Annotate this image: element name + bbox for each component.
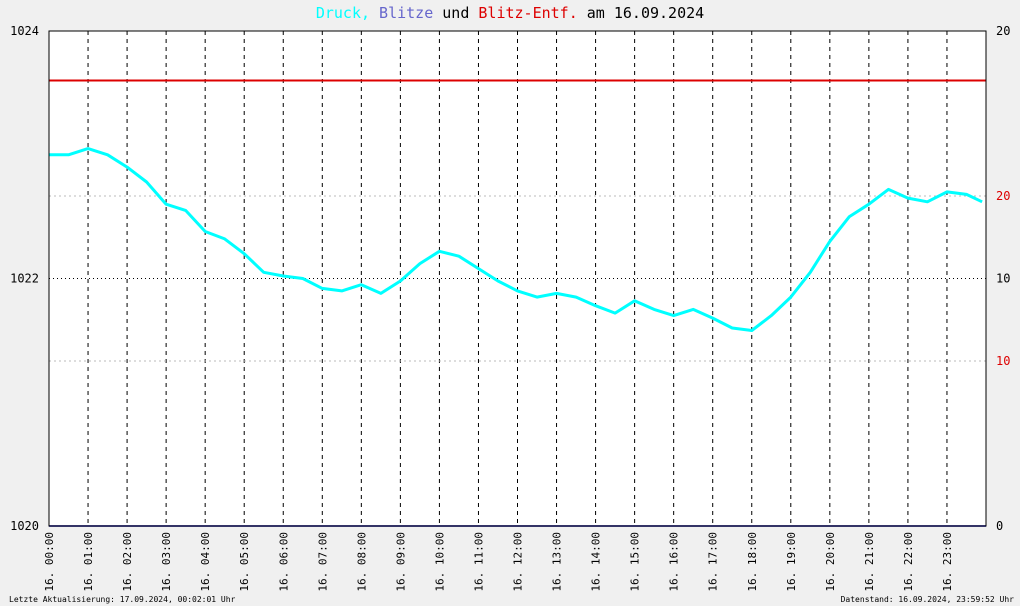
x-tick-label: 16. 01:00 — [82, 532, 95, 592]
x-tick-label: 16. 06:00 — [277, 532, 290, 592]
x-tick-label: 16. 07:00 — [316, 532, 329, 592]
y-left-tick-label: 1020 — [10, 519, 39, 533]
title-blitz-entf: Blitz-Entf. — [478, 4, 586, 22]
chart-title: Druck, Blitze und Blitz-Entf. am 16.09.2… — [316, 4, 704, 22]
x-tick-label: 16. 02:00 — [121, 532, 134, 592]
x-tick-label: 16. 20:00 — [824, 532, 837, 592]
title-blitze: Blitze — [379, 4, 442, 22]
grid-lines — [49, 31, 986, 526]
title-date: am 16.09.2024 — [587, 4, 704, 22]
x-tick-label: 16. 08:00 — [355, 532, 368, 592]
x-tick-label: 16. 12:00 — [512, 532, 525, 592]
series-line-druck — [49, 147, 983, 332]
x-tick-label: 16. 16:00 — [668, 532, 681, 592]
y-right-tick-label: 0 — [996, 519, 1003, 533]
x-tick-label: 16. 14:00 — [590, 532, 603, 592]
axis-labels: 1024 1022 1020 20 10 0 20 10 16. 00:00 16. 01:00 1… — [10, 24, 1010, 592]
x-tick-label: 16. 04:00 — [199, 532, 212, 592]
y-left-tick-label: 1024 — [10, 24, 39, 38]
x-tick-label: 16. 05:00 — [238, 532, 251, 592]
x-tick-label: 16. 10:00 — [433, 532, 446, 592]
plot-frame — [48, 30, 987, 527]
x-tick-label: 16. 21:00 — [863, 532, 876, 592]
x-tick-label: 16. 03:00 — [160, 532, 173, 592]
x-tick-label: 16. 23:00 — [941, 532, 954, 592]
x-tick-label: 16. 13:00 — [551, 532, 564, 592]
x-tick-label: 16. 22:00 — [902, 532, 915, 592]
x-tick-label: 16. 09:00 — [394, 532, 407, 592]
y-right-red-tick-label: 10 — [996, 354, 1010, 368]
y-right-tick-label: 20 — [996, 24, 1010, 38]
x-tick-label: 16. 17:00 — [707, 532, 720, 592]
x-tick-label: 16. 15:00 — [629, 532, 642, 592]
x-tick-label: 16. 18:00 — [746, 532, 759, 592]
x-tick-label: 16. 19:00 — [785, 532, 798, 592]
y-right-tick-label: 10 — [996, 272, 1010, 286]
x-tick-label: 16. 00:00 — [43, 532, 56, 592]
y-left-tick-label: 1022 — [10, 272, 39, 286]
x-tick-label: 16. 11:00 — [473, 532, 486, 592]
title-und: und — [442, 4, 478, 22]
title-druck: Druck, — [316, 4, 379, 22]
footer-data-status: Datenstand: 16.09.2024, 23:59:52 Uhr — [841, 595, 1015, 604]
y-right-red-tick-label: 20 — [996, 189, 1010, 203]
footer-last-update: Letzte Aktualisierung: 17.09.2024, 00:02… — [9, 595, 236, 604]
